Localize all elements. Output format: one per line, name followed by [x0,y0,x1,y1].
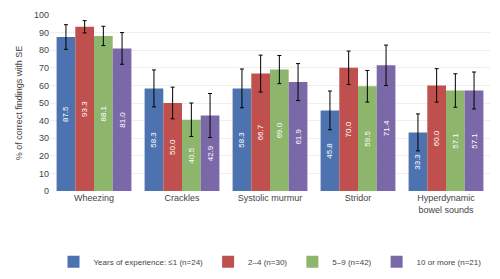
svg-text:57.1: 57.1 [470,133,479,149]
svg-text:40: 40 [39,116,49,126]
svg-text:100: 100 [34,10,49,20]
svg-text:60.0: 60.0 [432,130,441,146]
svg-text:87.5: 87.5 [61,106,70,122]
svg-text:71.4: 71.4 [382,120,391,136]
svg-text:58.3: 58.3 [237,132,246,148]
svg-text:93.3: 93.3 [80,101,89,117]
svg-text:Stridor: Stridor [345,193,372,203]
svg-text:61.9: 61.9 [294,128,303,144]
svg-text:60: 60 [39,81,49,91]
svg-text:Hyperdynamicbowel sounds: Hyperdynamicbowel sounds [417,193,475,215]
svg-text:10 or more (n=21): 10 or more (n=21) [417,258,482,267]
svg-text:80: 80 [39,45,49,55]
svg-text:66.7: 66.7 [256,124,265,140]
svg-text:88.1: 88.1 [99,105,108,121]
svg-text:10: 10 [39,169,49,179]
svg-text:58.3: 58.3 [149,132,158,148]
svg-text:Crackles: Crackles [164,193,200,203]
svg-text:90: 90 [39,28,49,38]
svg-text:2–4 (n=30): 2–4 (n=30) [248,258,287,267]
svg-text:30: 30 [39,133,49,143]
svg-text:70.0: 70.0 [344,121,353,137]
svg-text:59.5: 59.5 [363,131,372,147]
svg-text:0: 0 [44,186,49,196]
svg-text:50: 50 [39,98,49,108]
svg-text:57.1: 57.1 [451,133,460,149]
svg-text:33.3: 33.3 [413,154,422,170]
svg-text:50.0: 50.0 [168,139,177,155]
svg-text:5–9 (n=42): 5–9 (n=42) [332,258,371,267]
svg-text:40.5: 40.5 [187,147,196,163]
svg-text:Systolic murmur: Systolic murmur [238,193,303,203]
svg-text:42.9: 42.9 [206,145,215,161]
svg-text:Wheezing: Wheezing [74,193,114,203]
svg-text:70: 70 [39,63,49,73]
svg-text:69.0: 69.0 [275,122,284,138]
svg-text:% of correct findings with SE: % of correct findings with SE [14,46,24,161]
svg-text:20: 20 [39,151,49,161]
svg-text:Years of experience: ≤1 (n=24): Years of experience: ≤1 (n=24) [94,258,204,267]
svg-text:81.0: 81.0 [118,112,127,128]
svg-text:45.8: 45.8 [325,143,334,159]
